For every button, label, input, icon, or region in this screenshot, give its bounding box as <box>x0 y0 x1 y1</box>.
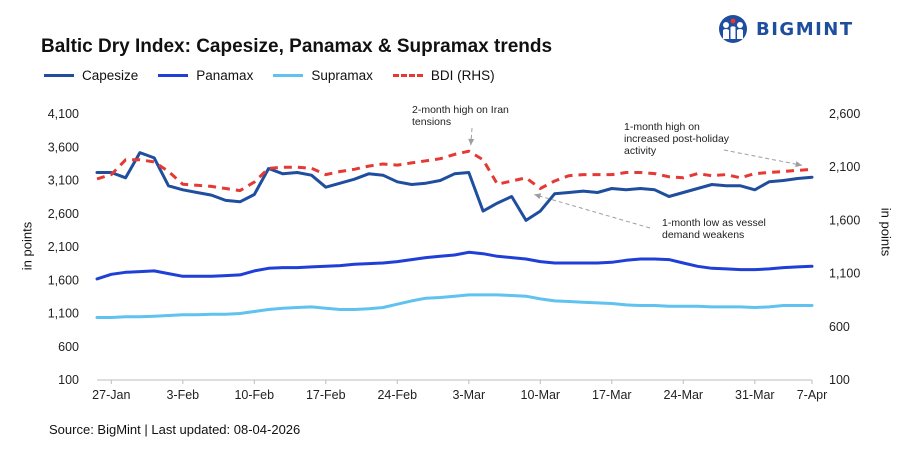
y-left-tick-label: 3,100 <box>48 174 79 188</box>
legend-item-capesize: Capesize <box>44 68 138 83</box>
x-tick-label: 17-Feb <box>306 388 346 402</box>
x-tick-label: 10-Mar <box>521 388 561 402</box>
annotation-arrow-post-holiday-high-head <box>795 161 802 168</box>
y-axis-left-title: in points <box>19 221 35 271</box>
brand-name: BIGMINT <box>756 18 854 40</box>
y-right-tick-label: 600 <box>829 320 850 334</box>
legend-item-bdi-rhs: BDI (RHS) <box>392 68 495 83</box>
y-left-tick-label: 100 <box>58 373 79 387</box>
annotation-arrow-post-holiday-high <box>723 149 803 166</box>
y-left-tick-label: 1,100 <box>48 307 79 321</box>
legend-item-supramax: Supramax <box>273 68 373 83</box>
y-right-tick-label: 1,600 <box>829 213 860 227</box>
y-left-tick-label: 1,600 <box>48 273 79 287</box>
brand-logo: BIGMINT <box>716 14 896 44</box>
x-tick-label: 24-Feb <box>377 388 417 402</box>
chart-title: Baltic Dry Index: Capesize, Panamax & Su… <box>41 36 553 57</box>
legend-swatch <box>273 74 304 77</box>
legend-swatch <box>392 74 423 77</box>
annotation-iran-high: 2-month high on Iran tensions <box>412 104 509 128</box>
series-line-panamax <box>95 250 814 281</box>
annotation-arrow-iran-high-head <box>468 138 475 146</box>
x-tick-label: 7-Apr <box>797 388 828 402</box>
y-left-tick-label: 2,600 <box>48 207 79 221</box>
legend-label: BDI (RHS) <box>430 68 495 83</box>
legend-swatch <box>158 74 189 77</box>
legend-label: Capesize <box>82 68 139 83</box>
x-tick-label: 10-Feb <box>234 388 274 402</box>
y-right-tick-label: 1,100 <box>829 267 860 281</box>
y-left-tick-label: 2,100 <box>48 240 79 254</box>
legend-item-panamax: Panamax <box>158 68 253 83</box>
chart-legend: Capesize Panamax Supramax BDI (RHS) <box>44 68 515 83</box>
annotation-arrow-demand-low <box>534 193 651 229</box>
x-tick-label: 31-Mar <box>735 388 775 402</box>
y-axis-right-title: in points <box>878 207 894 257</box>
legend-label: Supramax <box>311 68 373 83</box>
legend-swatch <box>44 74 74 77</box>
series-line-capesize <box>95 151 814 222</box>
bigmint-logo-icon <box>719 15 747 43</box>
source-note: Source: BigMint | Last updated: 08-04-20… <box>49 422 301 437</box>
annotation-post-holiday-high: 1-month high on increased post-holiday a… <box>624 121 730 157</box>
x-tick-label: 3-Feb <box>166 388 199 402</box>
x-tick-label: 27-Jan <box>92 388 130 402</box>
y-right-tick-label: 100 <box>829 373 850 387</box>
series-line-supramax <box>95 293 814 319</box>
x-tick-label: 24-Mar <box>664 388 704 402</box>
x-tick-label: 17-Mar <box>592 388 632 402</box>
annotation-arrow-demand-low-head <box>534 193 542 200</box>
y-left-tick-label: 4,100 <box>48 107 79 121</box>
y-right-tick-label: 2,100 <box>829 160 860 174</box>
y-left-tick-label: 600 <box>58 340 79 354</box>
y-left-tick-label: 3,600 <box>48 140 79 154</box>
x-tick-label: 3-Mar <box>452 388 485 402</box>
series-line-bdi-rhs <box>96 149 813 193</box>
annotation-demand-low: 1-month low as vessel demand weakens <box>662 217 766 241</box>
y-right-tick-label: 2,600 <box>829 107 860 121</box>
legend-label: Panamax <box>196 68 254 83</box>
